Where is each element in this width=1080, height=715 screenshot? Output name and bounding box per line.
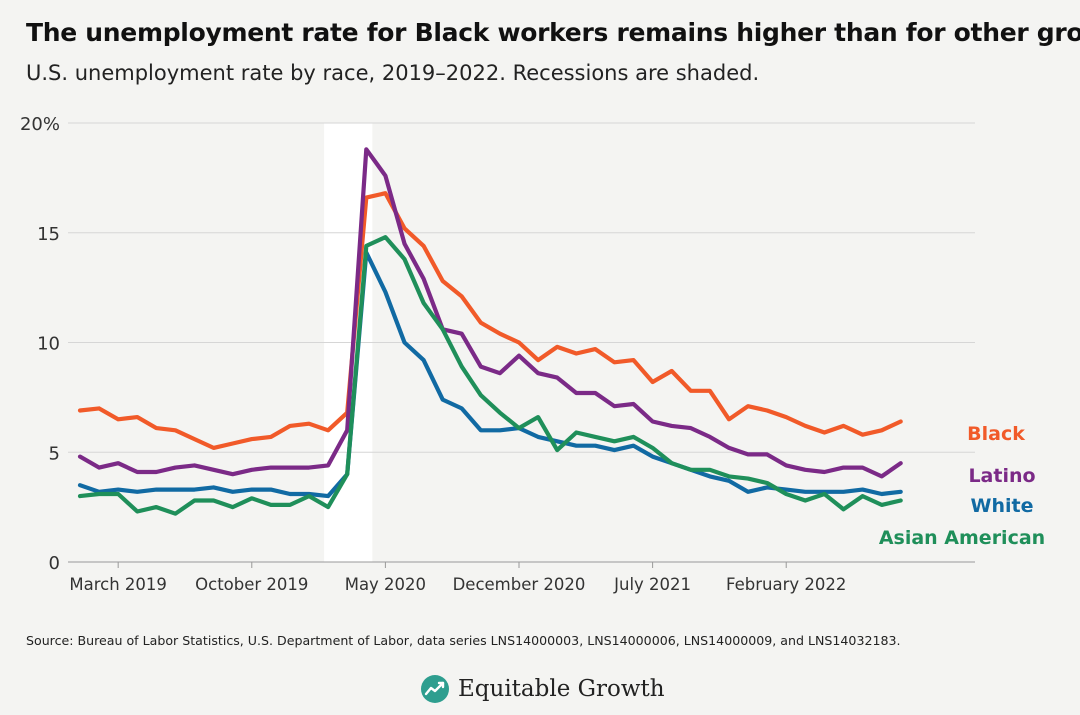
source-note: Source: Bureau of Labor Statistics, U.S.… [26,633,901,648]
x-tick-label: July 2021 [613,575,691,594]
series-line-black [77,191,903,450]
x-tick-label: February 2022 [726,575,846,594]
line-chart: 0 5 10 15 20% March 2019 October 2019 May 2020 D… [20,114,1045,594]
x-tick-label: May 2020 [345,575,426,594]
series-line-white [77,250,903,499]
series-line-asian-american [77,235,903,516]
chart-subtitle: U.S. unemployment rate by race, 2019–202… [26,61,760,85]
x-tick-label: December 2020 [453,575,586,594]
brand-name: Equitable Growth [458,676,665,702]
series-label-asian-american: Asian American [879,527,1045,549]
series-line-latino [77,147,903,479]
series-label-latino: Latino [968,465,1035,487]
chart-title: The unemployment rate for Black workers … [26,18,1080,47]
y-tick-label: 10 [37,334,60,355]
y-tick-label: 0 [49,553,60,574]
series-label-black: Black [967,423,1025,445]
y-tick-label: 5 [49,443,60,464]
y-tick-label: 20% [20,114,60,135]
x-tick-label: March 2019 [69,575,167,594]
y-tick-label: 15 [37,224,60,245]
x-tick-label: October 2019 [195,575,308,594]
brand-logo: Equitable Growth [420,674,665,704]
series-label-white: White [971,495,1034,517]
growth-logo-icon [421,675,449,703]
